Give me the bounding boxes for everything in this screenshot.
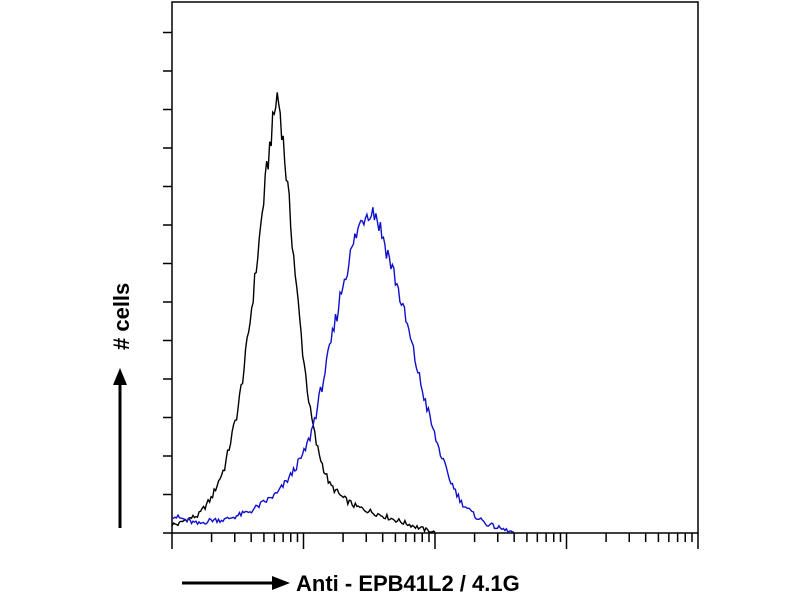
- y-axis-arrow-head: [113, 368, 127, 385]
- x-axis-arrow-head: [272, 576, 290, 590]
- y-axis-ticks: [163, 31, 172, 534]
- antibody-histogram-line: [171, 207, 514, 533]
- x-axis-ticks: [171, 533, 699, 549]
- y-axis-label: # cells: [109, 283, 134, 350]
- plot-frame: [171, 1, 699, 534]
- series-layer: [171, 92, 514, 534]
- control-histogram-line: [171, 92, 436, 534]
- x-axis-label: Anti - EPB41L2 / 4.1G: [296, 571, 520, 596]
